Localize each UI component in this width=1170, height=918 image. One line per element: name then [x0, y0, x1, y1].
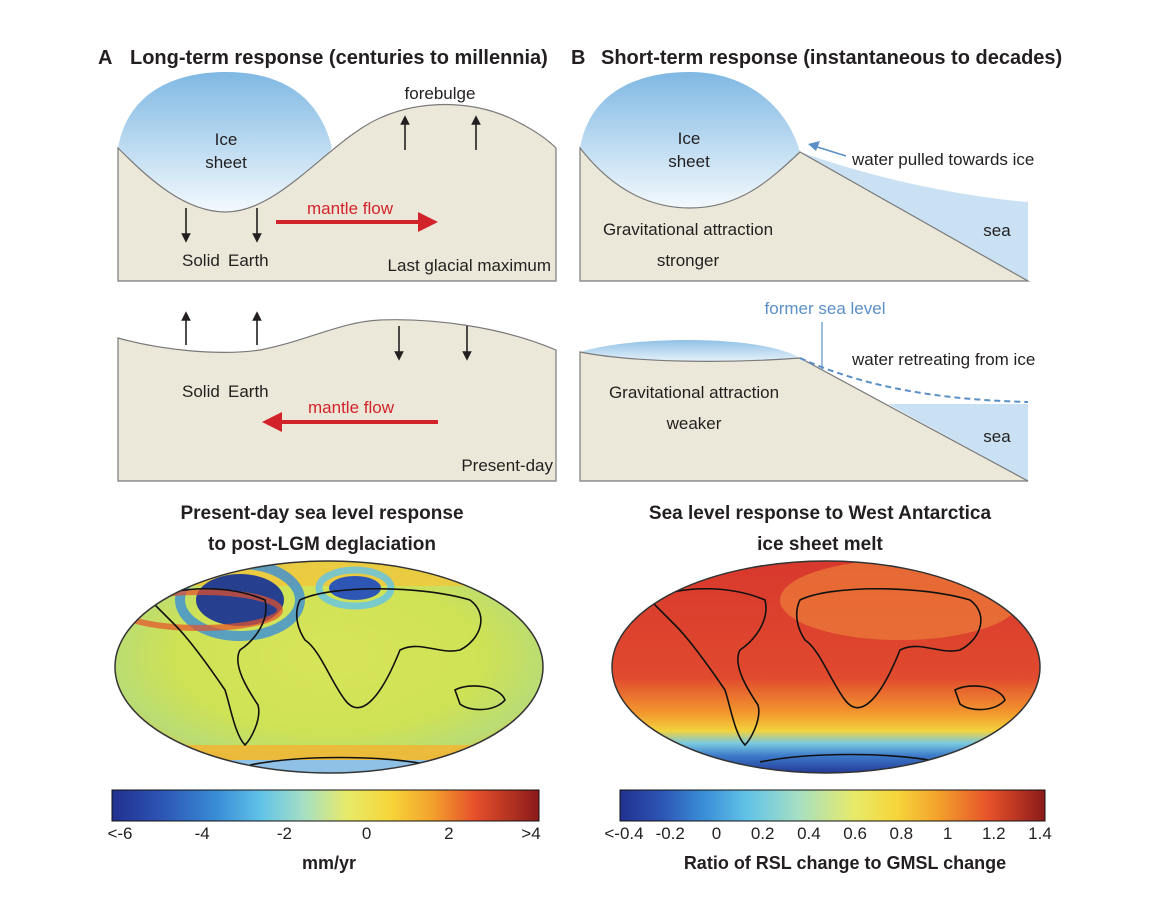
colorbar-tick-label: 2	[444, 824, 453, 843]
right-colorbar	[619, 789, 1046, 822]
right-arrow-icon	[276, 212, 438, 232]
gravity-label-line1: Gravitational attraction	[609, 383, 779, 402]
ice-label-line2: sheet	[668, 152, 710, 171]
colorbar-tick-label: 1.4	[1028, 824, 1052, 843]
right-map-title-line1: Sea level response to West Antarctica	[649, 503, 992, 524]
colorbar-tick-label: <-6	[107, 824, 132, 843]
colorbar-tick-label: >4	[521, 824, 540, 843]
panel-a-bottom-diagram: Solid Earth mantle flow Present-day	[117, 311, 557, 482]
right-map-title-line2: ice sheet melt	[757, 534, 883, 555]
earth-label: Earth	[228, 382, 269, 401]
colorbar-tick-label: 1	[943, 824, 952, 843]
solid-earth-block	[579, 351, 1029, 482]
left-map-title-line1: Present-day sea level response	[180, 503, 463, 524]
colorbar-tick-label: 0.6	[843, 824, 867, 843]
panel-a-top-diagram: Ice sheet forebulge mantle flow Solid Ea…	[117, 72, 557, 282]
colorbar-tick-label: -2	[277, 824, 292, 843]
left-map-title-line2: to post-LGM deglaciation	[208, 534, 436, 555]
forebulge-label: forebulge	[405, 84, 476, 103]
right-world-map	[611, 560, 1041, 774]
panel-b-top-diagram: Ice sheet water pulled towards ice Gravi…	[579, 72, 1034, 282]
period-label: Present-day	[461, 456, 553, 475]
right-colorbar-ticks: <-0.4 -0.2 0 0.2 0.4 0.6 0.8 1 1.2 1.4	[604, 824, 1051, 843]
water-retreating-label: water retreating from ice	[851, 350, 1035, 369]
ice-sheet-shape	[118, 72, 332, 212]
sea-label: sea	[983, 221, 1011, 240]
panel-a-heading: A Long-term response (centuries to mille…	[98, 47, 548, 69]
gravity-label-line2: stronger	[657, 251, 720, 270]
left-world-map	[114, 560, 544, 774]
right-map-panel: Sea level response to West Antarctica ic…	[604, 503, 1051, 873]
mantle-flow-label: mantle flow	[308, 398, 395, 417]
mantle-flow-label: mantle flow	[307, 199, 394, 218]
ice-label-line2: sheet	[205, 153, 247, 172]
panel-b-heading: B Short-term response (instantaneous to …	[571, 47, 1062, 69]
solid-label: Solid	[182, 382, 220, 401]
ice-label-line1: Ice	[678, 129, 701, 148]
colorbar-tick-label: -4	[195, 824, 210, 843]
solid-earth-block	[117, 103, 557, 282]
ice-sheet-shape	[580, 72, 800, 208]
colorbar-tick-label: 0	[362, 824, 371, 843]
former-sea-level-label: former sea level	[765, 299, 886, 318]
panel-a-title: Long-term response (centuries to millenn…	[130, 47, 548, 69]
left-colorbar-ticks: <-6 -4 -2 0 2 >4	[107, 824, 540, 843]
period-label: Last glacial maximum	[388, 256, 551, 275]
colorbar-tick-label: 0.4	[797, 824, 821, 843]
colorbar-tick-label: 0	[712, 824, 721, 843]
panel-a-letter: A	[98, 47, 112, 69]
ice-label-line1: Ice	[215, 130, 238, 149]
solid-earth-block	[579, 146, 1031, 282]
gravity-label-line2: weaker	[666, 414, 722, 433]
left-colorbar-label: mm/yr	[302, 853, 356, 873]
former-sea-level-line	[799, 357, 1029, 403]
panel-b-title: Short-term response (instantaneous to de…	[601, 47, 1062, 69]
solid-earth-block	[117, 319, 557, 482]
colorbar-tick-label: 0.8	[890, 824, 914, 843]
water-pulled-label: water pulled towards ice	[851, 150, 1034, 169]
colorbar-tick-label: <-0.4	[604, 824, 643, 843]
colorbar-tick-label: -0.2	[656, 824, 685, 843]
colorbar-tick-label: 0.2	[751, 824, 775, 843]
sea-label: sea	[983, 427, 1011, 446]
earth-label: Earth	[228, 251, 269, 270]
panel-b-letter: B	[571, 47, 585, 69]
panel-b-bottom-diagram: former sea level water retreating from i…	[579, 299, 1035, 482]
left-colorbar	[111, 789, 540, 822]
solid-label: Solid	[182, 251, 220, 270]
left-map-panel: Present-day sea level response to post-L…	[107, 503, 544, 873]
left-arrow-icon	[262, 412, 438, 432]
right-colorbar-label: Ratio of RSL change to GMSL change	[684, 853, 1006, 873]
colorbar-tick-label: 1.2	[982, 824, 1006, 843]
gravity-label-line1: Gravitational attraction	[603, 220, 773, 239]
water-pulled-arrow-icon	[808, 141, 847, 157]
